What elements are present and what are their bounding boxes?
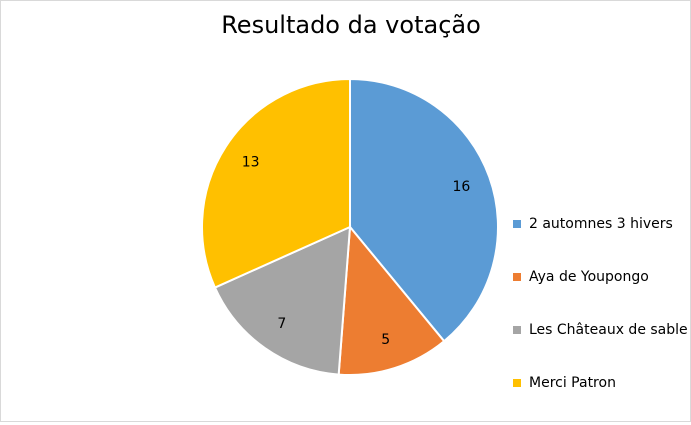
pie-data-labels: 16 5 7 13 bbox=[242, 155, 471, 348]
pie-slice bbox=[201, 77, 351, 289]
legend-label: Les Châteaux de sable bbox=[529, 322, 688, 338]
chart-title: Resultado da votação bbox=[221, 11, 481, 39]
legend: 2 automnes 3 hivers Aya de Youpongo Les … bbox=[513, 213, 688, 425]
data-label: 7 bbox=[277, 316, 286, 332]
pie-slices bbox=[201, 77, 499, 376]
legend-swatch bbox=[513, 220, 521, 228]
legend-label: 2 automnes 3 hivers bbox=[529, 216, 673, 232]
legend-swatch bbox=[513, 379, 521, 387]
legend-entry: Les Châteaux de sable bbox=[513, 319, 688, 341]
legend-swatch bbox=[513, 273, 521, 281]
legend-entry: Merci Patron bbox=[513, 372, 688, 394]
pie-slice bbox=[349, 77, 499, 343]
legend-swatch bbox=[513, 326, 521, 334]
legend-entry: Aya de Youpongo bbox=[513, 266, 688, 288]
pie-slice bbox=[213, 225, 352, 376]
data-label: 16 bbox=[453, 179, 471, 195]
legend-label: Aya de Youpongo bbox=[529, 269, 649, 285]
legend-entry: 2 automnes 3 hivers bbox=[513, 213, 688, 235]
legend-label: Merci Patron bbox=[529, 375, 616, 391]
pie-slice bbox=[337, 224, 446, 376]
data-label: 13 bbox=[242, 155, 260, 171]
data-label: 5 bbox=[381, 332, 390, 348]
